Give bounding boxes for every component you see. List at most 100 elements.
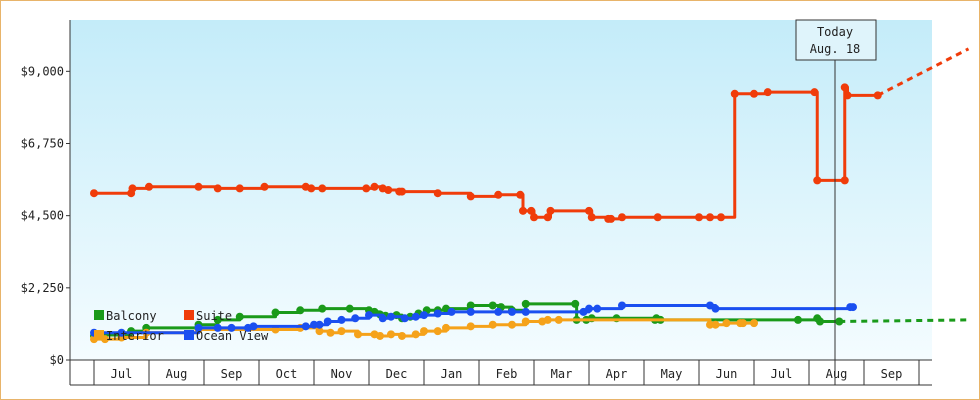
data-point (194, 323, 203, 332)
data-point (323, 317, 332, 326)
data-point (260, 182, 269, 191)
y-tick-label: $4,500 (21, 209, 64, 223)
data-point (249, 322, 258, 331)
data-point (128, 184, 137, 193)
y-tick-label: $6,750 (21, 136, 64, 150)
data-point (420, 311, 428, 320)
data-point (695, 213, 703, 222)
data-point (488, 301, 497, 310)
series-suite (90, 47, 970, 223)
data-point (711, 320, 720, 329)
data-point (411, 330, 420, 339)
x-tick-label: Aug (826, 367, 848, 381)
data-point (494, 307, 503, 316)
data-point (318, 304, 327, 313)
today-box (795, 19, 877, 61)
x-tick-label: Feb (496, 367, 518, 381)
data-point (508, 320, 516, 329)
data-point (554, 315, 563, 324)
data-point (398, 187, 406, 196)
data-point (840, 83, 849, 92)
legend-swatch (94, 310, 104, 320)
data-point (365, 311, 373, 320)
data-point (810, 88, 819, 97)
data-point (543, 213, 552, 222)
forecast-line-suite (877, 47, 970, 97)
data-point (378, 314, 387, 323)
data-point (835, 317, 844, 326)
data-point (326, 328, 335, 337)
x-tick-label: Apr (606, 367, 628, 381)
data-point (849, 303, 857, 312)
data-point (411, 312, 420, 321)
legend-label: Interior (106, 329, 164, 343)
data-point (873, 91, 882, 100)
data-point (706, 320, 714, 329)
data-point (420, 327, 428, 336)
data-point (213, 323, 222, 332)
x-tick-label: Jul (771, 367, 793, 381)
data-point (587, 213, 596, 222)
data-point (400, 314, 409, 323)
data-point (813, 176, 822, 185)
data-point (585, 206, 593, 215)
data-point (235, 312, 244, 321)
data-point (447, 307, 456, 316)
data-point (307, 184, 316, 193)
data-point (519, 206, 527, 215)
legend-swatch (184, 330, 194, 340)
data-point (618, 301, 626, 310)
data-point (527, 206, 536, 215)
data-point (442, 323, 450, 332)
data-point (310, 320, 318, 329)
data-point (145, 182, 153, 191)
today-marker: Today Aug. 18 (795, 19, 877, 385)
data-point (717, 213, 725, 222)
data-point (370, 182, 379, 191)
data-point (763, 88, 772, 97)
data-point (433, 189, 442, 198)
data-point (750, 319, 758, 328)
legend-label: Ocean View (196, 329, 269, 343)
data-point (271, 308, 280, 317)
data-point (722, 319, 731, 328)
axes: $0 $2,250 $4,500 $6,750 $9,000 Jul Aug Sep Oct No… (21, 20, 932, 386)
data-point (739, 319, 747, 328)
data-point (315, 327, 324, 336)
data-point (840, 176, 849, 185)
data-point (387, 312, 395, 321)
data-point (387, 330, 395, 339)
x-tick-label: Nov (331, 367, 353, 381)
data-point (488, 320, 497, 329)
data-point (213, 184, 222, 193)
data-point (315, 320, 324, 329)
legend: Balcony Suite Interior Ocean View (94, 309, 269, 343)
data-point (530, 213, 538, 222)
data-point (653, 213, 662, 222)
today-label: Today (817, 25, 853, 39)
data-point (337, 315, 346, 324)
data-point (213, 315, 222, 324)
legend-label: Balcony (106, 309, 157, 323)
data-point (508, 307, 516, 316)
data-point (398, 331, 406, 340)
data-point (296, 306, 305, 315)
data-point (354, 330, 362, 339)
data-point (384, 186, 393, 194)
x-tick-label: Jan (441, 367, 463, 381)
data-point (194, 182, 203, 191)
data-point (711, 304, 720, 313)
data-point (706, 213, 714, 222)
series-line-interior (94, 318, 754, 341)
data-point (607, 214, 615, 223)
x-tick-label: Jul (111, 367, 133, 381)
data-point (546, 206, 555, 215)
x-tick-label: Oct (276, 367, 298, 381)
data-point (301, 322, 310, 331)
data-point (466, 301, 475, 310)
data-point (90, 189, 98, 198)
data-point (235, 184, 244, 193)
data-point (816, 317, 824, 326)
data-point (117, 328, 126, 337)
